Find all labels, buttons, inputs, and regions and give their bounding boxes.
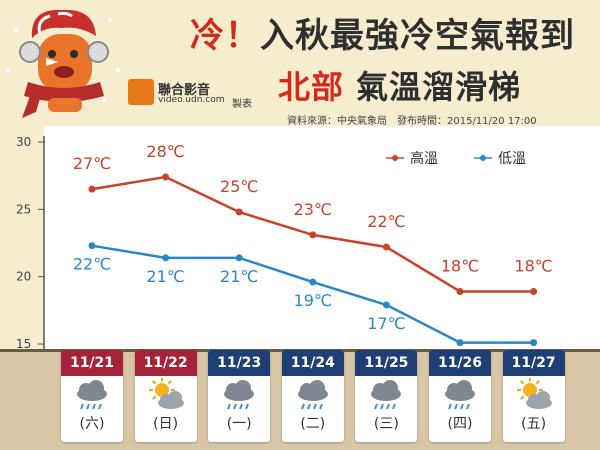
cloud-rain-icon <box>208 376 270 414</box>
legend-marker <box>392 155 398 161</box>
legend-low: 低溫 <box>498 151 526 167</box>
high-temp-point <box>456 287 464 295</box>
headline-north: 北部 <box>278 68 345 106</box>
headline-cold: 冷！ <box>190 16 260 56</box>
day-card: 11/27 (五) <box>502 350 565 442</box>
legend-high: 高溫 <box>410 150 438 167</box>
day-card-weekday: (二) <box>300 416 326 432</box>
low-temp-point <box>382 301 390 309</box>
low-temp-label: 21℃ <box>220 267 258 286</box>
high-temp-point <box>309 231 317 239</box>
y-tick-label: 15 <box>16 337 31 351</box>
low-temp-label: 22℃ <box>73 255 111 274</box>
day-card: 11/22 (日) <box>134 350 197 442</box>
headline-line-2: 北部 氣溫溜滑梯 <box>278 62 521 108</box>
day-card: 11/25 (三) <box>355 350 418 442</box>
y-tick-label: 20 <box>16 270 31 284</box>
high-temp-point <box>530 287 538 295</box>
low-temp-point <box>88 242 96 250</box>
cloud-rain-icon <box>355 376 417 414</box>
headline-line-2-text: 氣溫溜滑梯 <box>356 68 522 106</box>
day-card-weekday: (三) <box>373 416 399 432</box>
day-card-date: 11/27 <box>502 350 565 376</box>
day-card-weekday: (四) <box>447 416 473 432</box>
y-tick-label: 30 <box>16 135 31 149</box>
sun-cloud-icon <box>503 376 565 414</box>
mascot-illustration <box>6 9 121 118</box>
day-card: 11/21 (六) <box>61 350 123 442</box>
low-temp-label: 19℃ <box>294 291 332 310</box>
low-temp-label: 17℃ <box>367 314 405 333</box>
high-temp-point <box>382 243 390 251</box>
logo-made-by: 製表 <box>232 99 252 110</box>
day-card-date: 11/23 <box>208 350 271 376</box>
day-card-date: 11/21 <box>61 350 123 376</box>
high-temp-point <box>162 173 170 181</box>
low-temp-point <box>530 339 538 347</box>
logo-name: 聯合影音 <box>158 83 211 98</box>
y-tick-label: 25 <box>16 202 31 216</box>
data-source-note: 資料來源：中央氣象局 發布時間：2015/11/20 17:00 <box>287 116 537 127</box>
high-temp-label: 22℃ <box>367 212 405 231</box>
high-temp-point <box>235 208 243 216</box>
day-card-weekday: (五) <box>521 416 547 432</box>
cloud-rain-icon <box>429 376 491 414</box>
low-temp-point <box>162 254 170 262</box>
day-card-weekday: (六) <box>79 416 105 432</box>
day-card-weekday: (日) <box>153 416 179 432</box>
udn-logo-icon <box>128 79 154 105</box>
day-card: 11/26 (四) <box>429 350 491 442</box>
low-temp-point <box>309 278 317 286</box>
logo-url: video.udn.com <box>158 95 225 105</box>
day-card-date: 11/24 <box>281 350 344 376</box>
low-temp-label: 21℃ <box>146 267 184 286</box>
low-temp-point <box>235 254 243 262</box>
high-temp-label: 23℃ <box>294 200 332 219</box>
day-card-weekday: (一) <box>226 416 252 432</box>
legend-marker <box>480 155 486 161</box>
high-temp-label: 28℃ <box>146 142 184 161</box>
high-temp-point <box>88 185 96 193</box>
day-card-date: 11/22 <box>134 350 197 376</box>
low-temp-point <box>456 339 464 347</box>
cloud-rain-icon <box>61 376 123 414</box>
sun-cloud-icon <box>135 376 197 414</box>
plot-area <box>44 126 600 350</box>
headline-line-1-text: 入秋最強冷空氣報到 <box>260 16 575 56</box>
day-card: 11/23 (一) <box>208 350 271 442</box>
day-card-date: 11/26 <box>429 350 491 376</box>
cloud-rain-icon <box>282 376 344 414</box>
high-temp-label: 27℃ <box>73 154 111 173</box>
high-temp-label: 18℃ <box>441 256 479 275</box>
high-temp-label: 18℃ <box>514 256 552 275</box>
day-card: 11/24 (二) <box>281 350 344 442</box>
high-temp-label: 25℃ <box>220 177 258 196</box>
headline-line-1: 冷！入秋最強冷空氣報到 <box>190 8 575 57</box>
day-card-date: 11/25 <box>355 350 418 376</box>
